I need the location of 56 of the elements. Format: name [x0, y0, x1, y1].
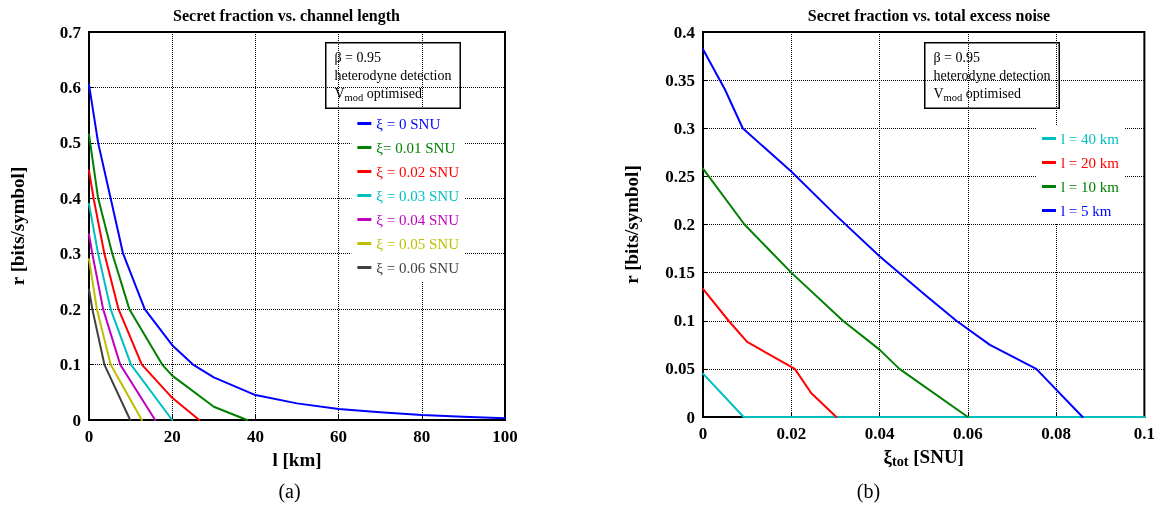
y-tick-label: 0 [72, 410, 81, 430]
legend-label: ξ = 0.03 SNU [376, 187, 460, 204]
x-tick-label: 80 [413, 427, 431, 446]
y-tick-label: 0.15 [665, 263, 695, 283]
y-tick-label: 0 [686, 407, 695, 427]
line-series [88, 202, 174, 421]
text: (a) [278, 480, 301, 503]
line-series [88, 288, 132, 421]
legend-label: l = 40 km [1060, 130, 1120, 147]
line-series [88, 83, 506, 420]
line-series [88, 233, 157, 421]
x-tick-label: 0.04 [864, 424, 895, 443]
x-tick-label: 0 [698, 424, 708, 443]
x-tick-label: 60 [330, 427, 348, 446]
y-tick-label: 0.4 [673, 22, 696, 42]
x-tick-label: 0.08 [1041, 424, 1071, 443]
x-tick-label: 40 [246, 427, 264, 446]
x-tick-label: 100 [492, 427, 518, 446]
legend-label: ξ = 0.06 SNU [376, 259, 460, 276]
line-series [702, 167, 969, 418]
text: (b) [856, 480, 881, 503]
chart-title: Secret fraction vs. total excess noise [807, 6, 1051, 24]
line-series [88, 133, 249, 421]
y-axis-title: r [bits/symbol] [7, 166, 28, 286]
y-tick-label: 0.4 [59, 188, 82, 208]
y-tick-label: 0.25 [665, 166, 695, 186]
y-tick-label: 0.5 [59, 133, 81, 153]
legend-label: ξ= 0.01 SNU [376, 139, 456, 156]
chart-title: Secret fraction vs. channel length [173, 6, 400, 25]
y-tick-label: 0.2 [673, 215, 695, 234]
legend-label: ξ = 0 SNU [376, 115, 441, 132]
line-series [88, 258, 143, 421]
legend-label: ξ = 0.04 SNU [376, 211, 460, 228]
x-tick-label: 0.02 [776, 424, 807, 443]
y-tick-label: 0.05 [665, 359, 695, 379]
line-series [88, 169, 201, 421]
legend-label: ξ = 0.02 SNU [376, 163, 460, 180]
x-tick-label: 0 [84, 427, 94, 446]
legend-label: l = 5 km [1060, 202, 1112, 219]
legend-label: ξ = 0.05 SNU [376, 235, 460, 252]
x-tick-label: 0.06 [952, 424, 983, 443]
x-tick-label: 20 [163, 427, 181, 446]
y-tick-label: 0.35 [665, 70, 695, 90]
y-axis-title: r [bits/symbol] [621, 165, 642, 284]
line-series [702, 287, 838, 418]
x-tick-label: 0.1 [1133, 424, 1155, 443]
y-tick-label: 0.3 [59, 244, 81, 264]
y-tick-label: 0.1 [673, 311, 695, 331]
y-tick-label: 0.7 [59, 22, 82, 42]
legend-label: l = 20 km [1060, 154, 1120, 171]
y-tick-label: 0.2 [59, 299, 81, 319]
y-tick-label: 0.1 [59, 355, 81, 375]
y-tick-label: 0.3 [673, 118, 695, 138]
x-axis-title: l [km] [272, 448, 322, 470]
legend-label: l = 10 km [1060, 178, 1120, 195]
y-tick-label: 0.6 [59, 77, 81, 97]
